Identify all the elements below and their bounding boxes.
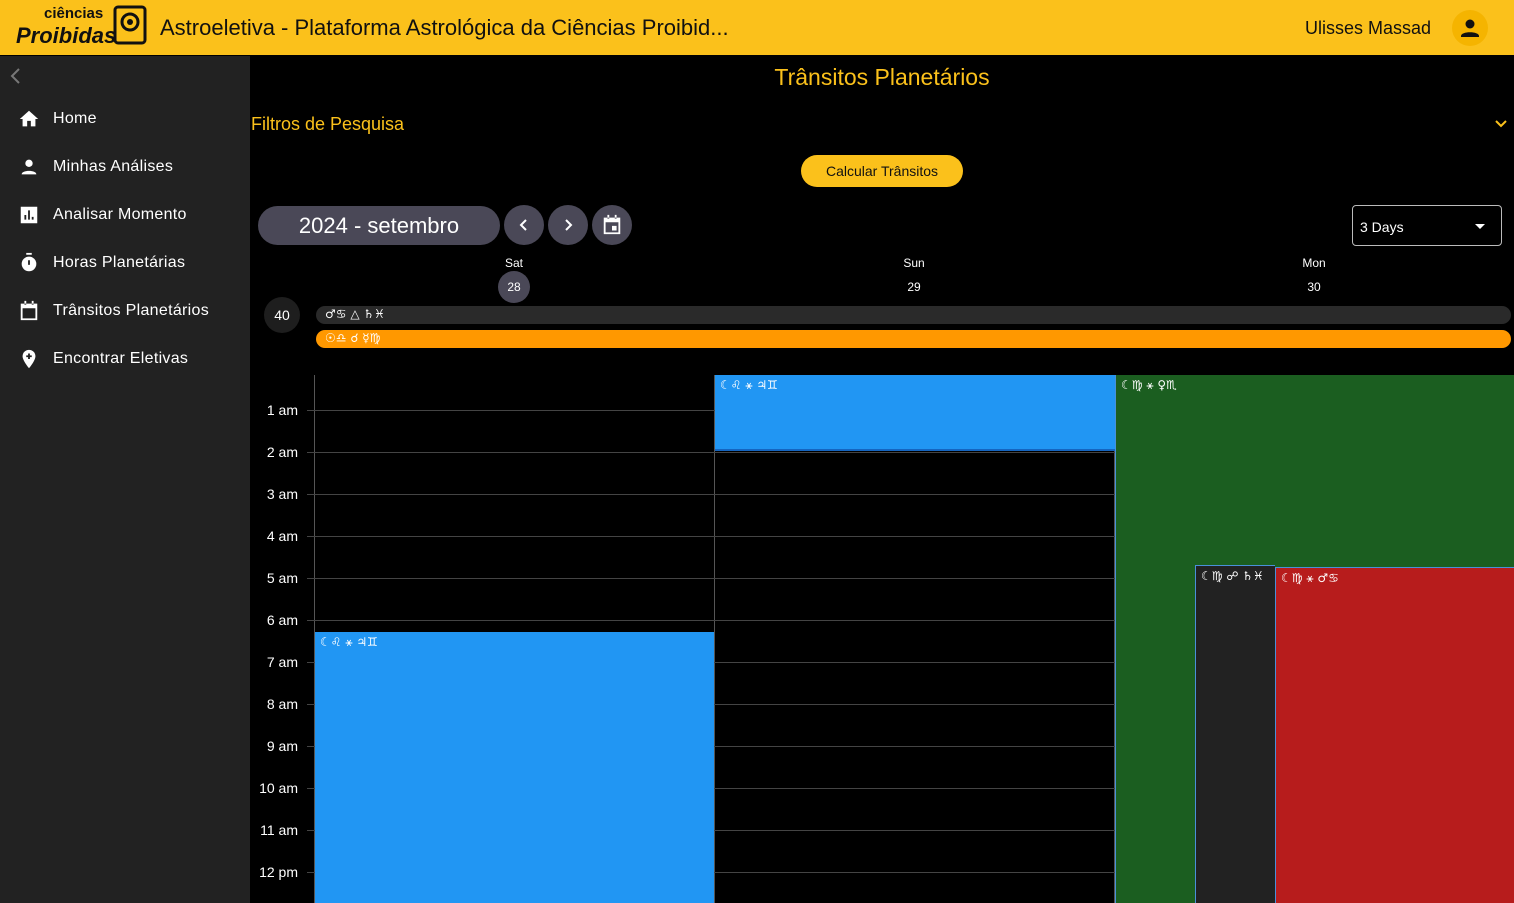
nav-item[interactable]: Home [18,107,97,131]
event[interactable]: ☾♍ ☍ ♄♓ [1195,565,1275,903]
hour-label: 4 am [266,528,298,544]
week-number: 40 [264,297,300,333]
hour-label: 9 am [266,738,298,754]
hour-label: 6 am [266,612,298,628]
hour-label: 10 am [259,780,298,796]
hour-label: 3 am [266,486,298,502]
grid-line [307,578,1514,579]
view-select[interactable]: 3 Days [1352,205,1502,246]
event-label: ☉♎ ☌ ☿♍ [325,331,381,345]
hour-label: 1 am [266,402,298,418]
page-title: Trânsitos Planetários [774,64,990,90]
nav-label: Minhas Análises [53,158,174,175]
column-divider [1114,375,1115,903]
grid-line [307,494,1514,495]
event-label: ♂♋ △ ♄♓ [325,307,385,321]
grid-line [307,536,1514,537]
hour-label: 2 am [266,444,298,460]
filters-toggle[interactable]: Filtros de Pesquisa [251,114,405,134]
nav-item[interactable]: Analisar Momento [18,203,187,227]
nav-item[interactable]: Horas Planetárias [18,251,185,275]
nav-label: Trânsitos Planetários [53,302,209,319]
app-title: Astroeletiva - Plataforma Astrológica da… [160,15,729,40]
weekday-label: Mon [1302,256,1326,270]
nav-label: Home [53,110,97,127]
nav-item[interactable]: Minhas Análises [18,155,173,179]
grid-line [307,872,1514,873]
grid-line [307,830,1514,831]
allday-event[interactable]: ☉♎ ☌ ☿♍ [316,330,1511,348]
hour-label: 5 am [266,570,298,586]
nav-label: Analisar Momento [53,206,187,223]
sidebar: Home Minhas Análises Analisar Momento Ho… [0,56,250,903]
logo-icon [113,5,147,45]
grid-line [307,452,1514,453]
nav-label: Horas Planetárias [53,254,186,271]
date-label: 30 [1307,280,1321,294]
nav-item[interactable]: Encontrar Eletivas [18,347,188,371]
expand-icon[interactable] [1494,117,1508,131]
nav-label: Encontrar Eletivas [53,350,189,367]
logo-line: ciências [44,5,104,22]
weekday-label: Sun [903,256,925,270]
logo-line: Proibidas [16,23,117,48]
date-label: 28 [498,271,530,303]
logo[interactable]: ciências Proibidas [16,3,116,51]
hour-label: 8 am [266,696,298,712]
hour-label: 11 am [260,822,298,838]
user-name[interactable]: Ulisses Massad [1305,18,1432,38]
event[interactable]: ☾♍ ⚹ ♂♋ [1275,567,1514,903]
calculate-button[interactable]: Calcular Trânsitos [801,155,963,187]
column-divider [714,375,715,903]
next-button[interactable] [548,205,588,245]
month-label[interactable]: 2024 - setembro [258,206,500,245]
app-bar: ciências Proibidas Astroeletiva - Plataf… [0,0,1514,55]
grid-line [307,746,1514,747]
hour-label: 12 pm [259,864,298,880]
column-divider [314,375,315,903]
view-label: 3 Days [1360,219,1404,235]
weekday-label: Sat [504,256,523,270]
event[interactable]: ☾♌ ⚹ ♃♊ [315,632,714,903]
date-label: 29 [907,280,921,294]
grid-line [307,662,1514,663]
collapse-button[interactable] [6,66,26,86]
allday-event[interactable]: ♂♋ △ ♄♓ [316,306,1511,324]
hour-label: 7 am [266,654,298,670]
grid-line [307,620,1514,621]
calendar-button[interactable] [592,205,632,245]
grid-line [307,788,1514,789]
avatar-button[interactable] [1452,10,1488,46]
prev-button[interactable] [504,205,544,245]
grid-line [307,704,1514,705]
nav-item[interactable]: Trânsitos Planetários [18,299,209,323]
event[interactable]: ☾♌ ⚹ ♃♊ [715,375,1115,451]
